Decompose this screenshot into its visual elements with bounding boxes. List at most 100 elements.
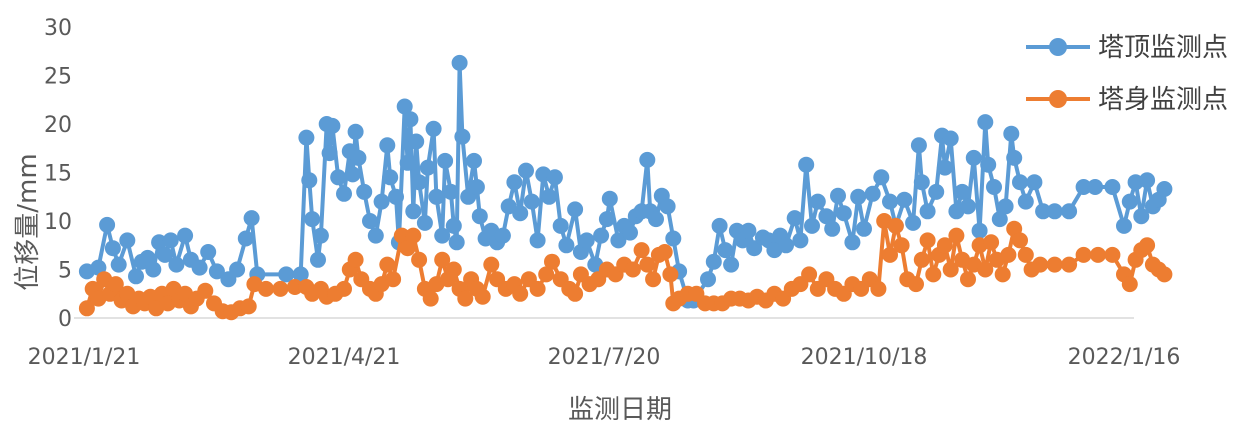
data-point bbox=[156, 246, 173, 263]
data-point bbox=[278, 266, 295, 283]
data-point bbox=[997, 198, 1014, 215]
data-point bbox=[908, 276, 924, 293]
data-point bbox=[1032, 256, 1049, 273]
data-point bbox=[552, 217, 569, 234]
data-point bbox=[442, 183, 459, 200]
data-point bbox=[168, 256, 185, 273]
data-point bbox=[905, 214, 922, 231]
data-point bbox=[367, 227, 384, 244]
x-axis-title: 监测日期 bbox=[568, 395, 672, 425]
data-point bbox=[705, 253, 722, 270]
data-point bbox=[419, 159, 436, 176]
data-point bbox=[622, 224, 638, 241]
data-point bbox=[243, 210, 260, 227]
data-point bbox=[659, 198, 676, 215]
data-point bbox=[1087, 179, 1104, 195]
data-point bbox=[208, 263, 225, 280]
data-point bbox=[1026, 174, 1043, 191]
y-tick-label: 0 bbox=[58, 307, 72, 332]
data-point bbox=[145, 261, 162, 278]
data-point bbox=[601, 190, 618, 207]
data-point bbox=[428, 188, 445, 205]
data-point bbox=[778, 237, 794, 254]
data-point bbox=[1121, 193, 1138, 210]
data-point bbox=[887, 217, 904, 234]
data-point bbox=[928, 183, 945, 200]
data-point bbox=[324, 117, 341, 134]
data-point bbox=[1156, 181, 1173, 197]
data-point bbox=[405, 203, 422, 220]
x-axis-ticks: 2021/1/21 2021/4/21 2021/7/20 2021/10/18 202… bbox=[28, 345, 1181, 370]
data-point bbox=[864, 185, 881, 202]
data-point bbox=[1121, 276, 1138, 293]
data-point bbox=[500, 198, 517, 215]
data-point bbox=[610, 232, 627, 249]
data-point bbox=[954, 183, 971, 200]
data-point bbox=[200, 244, 217, 260]
data-point bbox=[913, 174, 930, 191]
data-point bbox=[977, 261, 994, 278]
data-point bbox=[523, 193, 540, 210]
data-point bbox=[960, 198, 976, 215]
data-point bbox=[639, 151, 656, 168]
data-point bbox=[1012, 174, 1028, 191]
data-point bbox=[240, 298, 257, 315]
data-point bbox=[942, 261, 959, 278]
y-tick-label: 10 bbox=[44, 210, 72, 235]
data-point bbox=[824, 220, 841, 237]
data-point bbox=[119, 232, 136, 249]
data-point bbox=[434, 251, 451, 268]
legend-marker-top bbox=[1049, 38, 1067, 56]
data-point bbox=[162, 232, 179, 249]
data-point bbox=[451, 54, 468, 71]
data-point bbox=[336, 280, 352, 297]
data-point bbox=[336, 185, 352, 202]
data-point bbox=[128, 268, 144, 285]
data-point bbox=[746, 240, 763, 257]
data-point bbox=[980, 156, 997, 173]
data-point bbox=[882, 193, 898, 210]
data-point bbox=[506, 174, 523, 191]
data-point bbox=[971, 222, 988, 239]
data-point bbox=[656, 244, 673, 260]
data-point bbox=[541, 188, 558, 205]
data-point bbox=[466, 152, 482, 169]
data-point bbox=[388, 188, 404, 205]
data-point bbox=[286, 279, 303, 295]
data-point bbox=[801, 266, 818, 283]
y-tick-label: 15 bbox=[44, 162, 72, 187]
data-point bbox=[893, 237, 910, 254]
data-point bbox=[356, 183, 373, 200]
y-tick-label: 30 bbox=[44, 16, 72, 41]
data-point bbox=[411, 174, 428, 191]
data-point bbox=[558, 237, 575, 254]
data-point bbox=[792, 232, 809, 249]
data-point bbox=[1003, 125, 1020, 142]
data-point bbox=[994, 266, 1011, 283]
data-point bbox=[399, 240, 416, 257]
data-point bbox=[448, 234, 465, 251]
data-point bbox=[665, 230, 682, 247]
data-point bbox=[272, 280, 289, 297]
data-point bbox=[471, 208, 488, 225]
data-point bbox=[850, 188, 867, 205]
x-tick-label: 2021/7/20 bbox=[548, 345, 661, 370]
data-point bbox=[99, 216, 116, 233]
data-point bbox=[1017, 193, 1034, 210]
data-point bbox=[818, 208, 835, 225]
data-point bbox=[411, 251, 428, 268]
data-point bbox=[538, 266, 555, 283]
data-point bbox=[1104, 179, 1121, 195]
y-tick-label: 20 bbox=[44, 113, 72, 138]
data-point bbox=[717, 242, 734, 259]
data-point bbox=[1006, 149, 1023, 166]
data-point bbox=[494, 227, 511, 244]
data-point bbox=[830, 187, 846, 204]
data-point bbox=[437, 152, 454, 169]
data-point bbox=[529, 232, 546, 249]
data-point bbox=[1046, 203, 1063, 220]
data-point bbox=[948, 227, 965, 244]
data-point bbox=[382, 169, 399, 186]
data-point bbox=[593, 227, 610, 244]
